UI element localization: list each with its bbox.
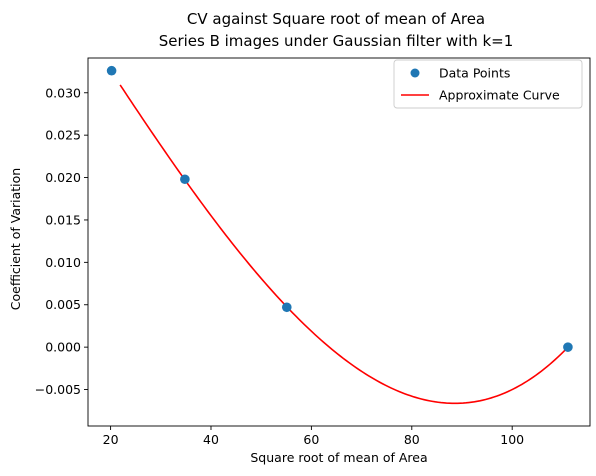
data-point xyxy=(180,174,190,185)
approximate-curve-line xyxy=(119,84,567,405)
y-axis-label: Coefficient of Variation xyxy=(8,168,23,310)
x-axis-ticks: 20 40 60 80 100 xyxy=(103,426,524,447)
data-point xyxy=(106,65,117,76)
y-tick-label: 0.000 xyxy=(45,340,81,355)
x-axis-label: Square root of mean of Area xyxy=(250,450,427,465)
data-points-group xyxy=(106,65,573,352)
legend-label-data-points: Data Points xyxy=(439,66,510,81)
data-point xyxy=(563,342,573,352)
x-tick-label: 80 xyxy=(404,432,420,447)
plot-area-frame xyxy=(87,57,591,427)
y-tick-label: 0.030 xyxy=(45,85,81,100)
legend: Data Points Approximate Curve xyxy=(393,59,583,109)
y-axis-ticks: −0.005 0.000 0.005 0.010 0.015 0.020 0.025 0.03… xyxy=(35,85,88,397)
data-point xyxy=(281,302,292,313)
chart-title-line2: Series B images under Gaussian filter wi… xyxy=(159,32,514,50)
y-tick-label: −0.005 xyxy=(35,382,81,397)
legend-marker-data-points xyxy=(410,68,420,78)
x-tick-label: 100 xyxy=(500,432,524,447)
chart-title-line1: CV against Square root of mean of Area xyxy=(187,10,485,28)
y-tick-label: 0.020 xyxy=(45,170,81,185)
y-tick-label: 0.005 xyxy=(45,297,81,312)
y-tick-label: 0.025 xyxy=(45,128,81,143)
x-tick-label: 40 xyxy=(203,432,219,447)
x-tick-label: 20 xyxy=(103,432,119,447)
x-tick-label: 60 xyxy=(303,432,319,447)
legend-label-approximate-curve: Approximate Curve xyxy=(439,88,560,103)
legend-box xyxy=(393,59,583,109)
y-tick-label: 0.010 xyxy=(45,255,81,270)
y-tick-label: 0.015 xyxy=(45,212,81,227)
